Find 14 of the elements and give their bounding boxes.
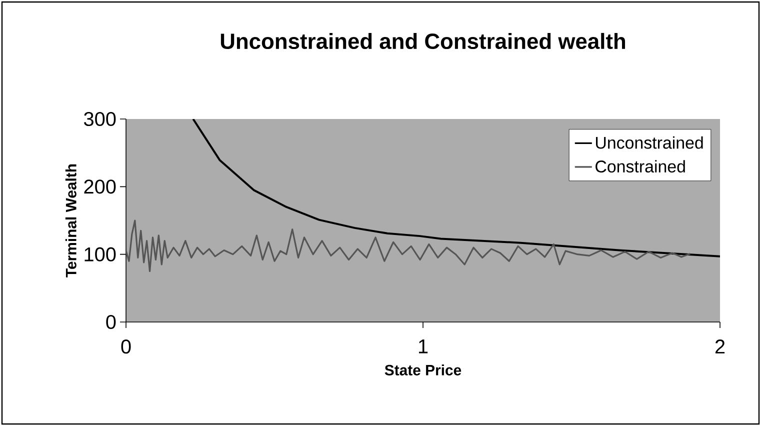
legend-label: Constrained [596, 160, 685, 173]
y-axis-title: Terminal Wealth [65, 164, 76, 278]
x-tick-label: 2 [715, 340, 725, 354]
y-tick-label: 100 [84, 247, 116, 262]
x-tick-label: 0 [121, 340, 131, 354]
legend-label: Unconstrained [596, 136, 703, 149]
x-tick-label: 1 [418, 340, 428, 354]
line-series [126, 220, 692, 272]
line-series [192, 119, 720, 258]
chart-title: Unconstrained and Constrained wealth [220, 32, 626, 50]
y-tick-label: 300 [84, 112, 116, 126]
y-tick-label: 0 [106, 314, 116, 330]
y-tick-label: 200 [84, 180, 116, 194]
x-axis-title: State Price [384, 364, 462, 376]
